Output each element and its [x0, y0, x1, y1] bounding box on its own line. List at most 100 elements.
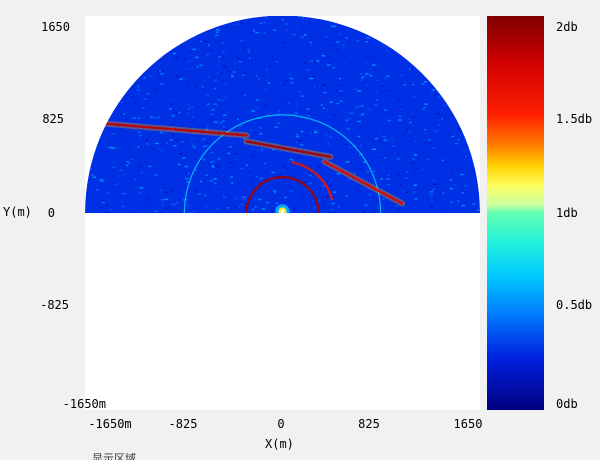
speckle [258, 78, 260, 80]
speckle [400, 62, 403, 65]
speckle [141, 107, 145, 110]
speckle [184, 165, 188, 168]
speckle [298, 91, 302, 93]
speckle [111, 133, 116, 135]
speckle [457, 200, 460, 202]
speckle [134, 178, 136, 181]
speckle [379, 153, 382, 156]
speckle [369, 74, 373, 77]
speckle [423, 106, 426, 109]
speckle [170, 104, 174, 106]
speckle [325, 36, 330, 38]
speckle [171, 129, 175, 132]
speckle [386, 49, 390, 52]
speckle [403, 191, 406, 193]
speckle [310, 132, 312, 134]
speckle [123, 173, 127, 176]
speckle [322, 107, 325, 109]
speckle [277, 110, 281, 112]
speckle [392, 145, 395, 147]
speckle [427, 158, 429, 160]
speckle [447, 183, 450, 185]
speckle [220, 187, 224, 190]
speckle [202, 138, 206, 140]
speckle [121, 181, 124, 183]
speckle [337, 190, 340, 193]
speckle [214, 79, 218, 81]
speckle [423, 141, 427, 144]
speckle [283, 166, 286, 168]
speckle [412, 191, 416, 193]
speckle [313, 206, 315, 208]
speckle [218, 60, 220, 62]
speckle [411, 162, 415, 165]
speckle [456, 139, 460, 141]
speckle [221, 42, 225, 44]
speckle [224, 66, 227, 68]
speckle [345, 195, 348, 197]
speckle [296, 105, 299, 107]
speckle [409, 198, 411, 201]
speckle [138, 130, 140, 133]
speckle [214, 34, 219, 37]
speckle [270, 210, 274, 212]
speckle [359, 105, 361, 107]
speckle [355, 147, 359, 149]
speckle [301, 197, 304, 199]
speckle [271, 171, 276, 174]
speckle [297, 160, 300, 162]
speckle [126, 140, 131, 142]
speckle [119, 185, 121, 188]
speckle [465, 155, 468, 158]
speckle [402, 96, 404, 98]
speckle [182, 157, 186, 159]
speckle [333, 109, 337, 111]
speckle [328, 63, 331, 65]
speckle [138, 137, 141, 139]
speckle [179, 153, 183, 155]
speckle [345, 143, 348, 146]
speckle [205, 205, 209, 208]
speckle [309, 41, 312, 44]
speckle [110, 170, 113, 172]
speckle [202, 86, 204, 88]
speckle [199, 40, 203, 43]
speckle [325, 134, 327, 136]
speckle [366, 84, 369, 87]
speckle [205, 129, 209, 132]
speckle [453, 184, 457, 186]
speckle [293, 86, 295, 88]
speckle [267, 79, 269, 81]
speckle [172, 153, 176, 155]
speckle [224, 128, 228, 131]
speckle [328, 143, 332, 146]
speckle [476, 209, 480, 212]
speckle [158, 79, 161, 81]
speckle [450, 201, 453, 203]
speckle [436, 180, 438, 182]
speckle [374, 104, 378, 106]
speckle [284, 196, 287, 199]
speckle [312, 76, 315, 78]
speckle [322, 191, 325, 194]
speckle [182, 107, 185, 109]
speckle [234, 23, 239, 26]
speckle [308, 174, 312, 177]
speckle [388, 174, 390, 176]
speckle [380, 85, 384, 88]
speckle [409, 76, 412, 78]
speckle [157, 116, 161, 118]
speckle [184, 68, 189, 70]
speckle [214, 170, 218, 173]
speckle [321, 51, 324, 53]
speckle [314, 130, 319, 133]
speckle [221, 197, 223, 199]
speckle [166, 178, 168, 180]
speckle [160, 131, 163, 134]
speckle [431, 89, 435, 91]
speckle [333, 191, 337, 193]
speckle [299, 144, 304, 146]
speckle [146, 93, 150, 95]
speckle [238, 61, 242, 63]
speckle [153, 201, 155, 203]
